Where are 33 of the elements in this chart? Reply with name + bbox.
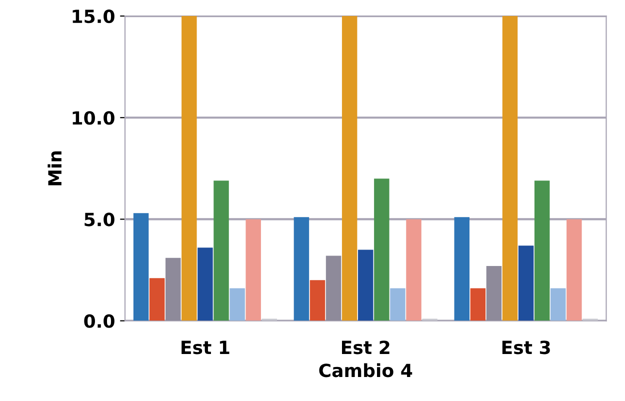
bar	[246, 219, 261, 321]
bar	[230, 288, 245, 321]
bar	[358, 250, 374, 321]
bar	[133, 213, 149, 321]
bar	[390, 288, 406, 321]
bar	[406, 219, 422, 321]
bar	[374, 178, 390, 321]
bar	[149, 278, 165, 321]
x-tick-label: Est 2	[342, 340, 390, 354]
bar	[486, 266, 502, 321]
bar	[454, 217, 470, 321]
x-tick-label: Est 1	[182, 340, 230, 354]
y-tick-label: 5.0	[84, 212, 114, 226]
bar	[550, 288, 566, 321]
x-tick-label: Est 3	[502, 340, 550, 354]
bar	[470, 288, 486, 321]
bar	[534, 180, 550, 321]
bar	[294, 217, 310, 321]
bar	[342, 16, 358, 321]
bar	[214, 180, 229, 321]
y-tick-label: 0.0	[84, 314, 114, 328]
bar	[566, 219, 582, 321]
y-axis-title: Min	[48, 151, 62, 186]
bar	[518, 246, 534, 321]
bar	[310, 280, 326, 321]
bar	[166, 258, 181, 321]
bar	[326, 256, 342, 321]
bar	[198, 248, 213, 321]
y-tick-label: 10.0	[72, 111, 114, 125]
x-axis-title: Cambio 4	[319, 363, 412, 378]
bar	[182, 16, 197, 321]
bar	[502, 16, 518, 321]
y-tick-label: 15.0	[72, 10, 114, 24]
